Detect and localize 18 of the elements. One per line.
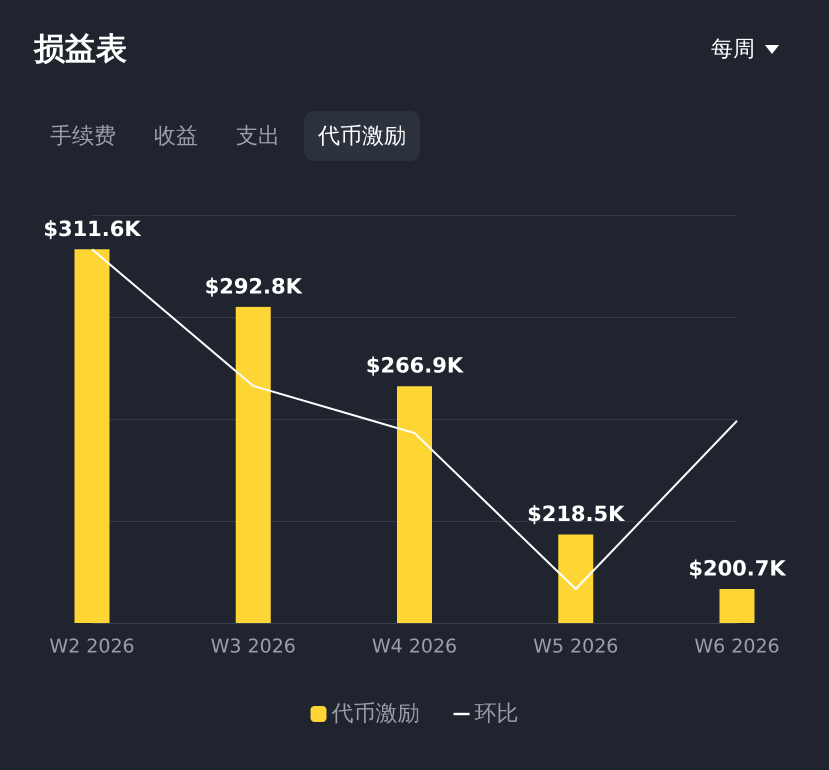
x-tick-label: W2 2026 (49, 636, 135, 658)
chart-title: 损益表 (34, 30, 127, 69)
legend-label: 代币激励 (330, 702, 420, 726)
x-tick-label: W3 2026 (210, 636, 296, 658)
data-label: $311.6K (43, 216, 142, 241)
text: 每周 (711, 36, 755, 64)
data-label: $200.7K (688, 556, 786, 580)
text: 代币激励 (304, 111, 420, 161)
text: 手续费 (49, 123, 117, 151)
x-tick-label: W4 2026 (372, 636, 458, 658)
text: 支出 (235, 123, 281, 151)
text: 收益 (153, 123, 199, 151)
x-tick-label: W5 2026 (533, 636, 618, 658)
data-label: $218.5K (527, 502, 626, 526)
data-label: $292.8K (204, 274, 303, 298)
legend-label: 环比 (474, 702, 518, 726)
x-tick-label: W6 2026 (694, 636, 780, 658)
data-label: $266.9K (366, 354, 464, 378)
